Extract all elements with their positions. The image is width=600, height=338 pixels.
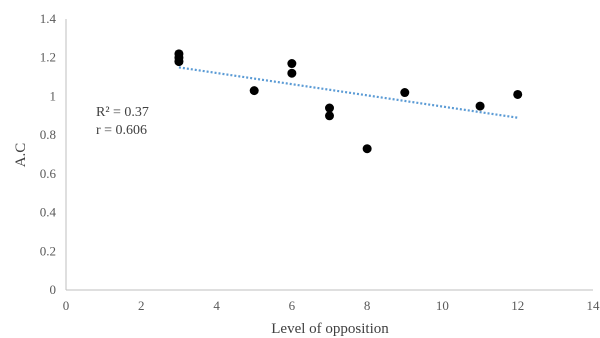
y-tick-label: 0.8 [40,127,56,142]
data-point [325,111,334,121]
y-axis-title: A.C [13,143,29,168]
y-tick-label: 0 [50,282,57,297]
x-tick-label: 12 [511,298,524,313]
x-tick-label: 14 [587,298,600,313]
y-tick-labels: 0 0.2 0.4 0.6 0.8 1 1.2 1.4 [40,11,57,297]
r-squared-annotation: R² = 0.37 [96,105,149,120]
data-points [174,49,523,154]
x-tick-label: 8 [364,298,371,313]
data-point [287,59,297,69]
y-tick-label: 1 [50,88,57,103]
x-tick-label: 2 [138,298,145,313]
x-tick-label: 6 [289,298,296,313]
data-point [325,103,334,113]
y-tick-label: 1.2 [40,50,56,65]
trendline [178,66,518,119]
data-point [362,144,372,154]
axes [65,19,593,291]
y-tick-label: 0.6 [40,166,57,181]
x-tick-label: 4 [213,298,220,313]
data-point [513,89,523,99]
x-tick-label: 10 [436,298,449,313]
data-point [475,101,485,111]
y-tick-label: 1.4 [40,11,57,26]
data-point [249,86,259,96]
data-point [287,68,297,78]
data-point [174,57,184,67]
y-tick-label: 0.2 [40,243,56,258]
x-tick-label: 0 [63,298,70,313]
y-tick-label: 0.4 [40,205,57,220]
r-annotation: r = 0.606 [96,123,147,138]
x-axis-title: Level of opposition [271,321,389,337]
data-point [400,88,410,98]
x-tick-labels: 0 2 4 6 8 10 12 14 [63,298,600,313]
